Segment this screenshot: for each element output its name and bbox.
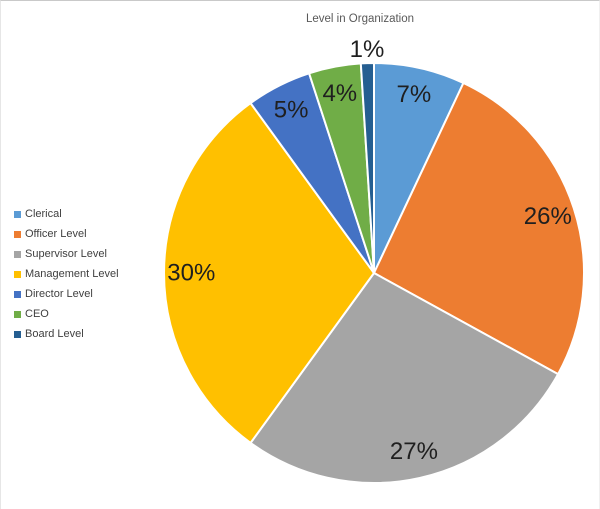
pie-data-label: 5%	[274, 97, 309, 124]
legend-swatch-ceo	[14, 310, 21, 318]
legend-item-label: Management Level	[25, 268, 119, 280]
legend-swatch-supervisor-level	[14, 250, 21, 258]
pie-slice-board-level[interactable]	[359, 61, 375, 274]
pie-data-label: 1%	[350, 36, 385, 63]
legend: Clerical Officer Level Supervisor Level Man…	[14, 204, 119, 344]
legend-swatch-management-level	[14, 270, 21, 278]
pie-slice-supervisor-level[interactable]	[249, 272, 560, 484]
legend-item-label: Director Level	[25, 288, 93, 300]
legend-item-director-level[interactable]: Director Level	[14, 284, 119, 304]
legend-swatch-clerical	[14, 210, 21, 218]
legend-swatch-officer-level	[14, 230, 21, 238]
legend-item-supervisor-level[interactable]: Supervisor Level	[14, 244, 119, 264]
chart-title: Level in Organization	[305, 13, 415, 25]
pie-data-label: 4%	[322, 80, 357, 107]
legend-swatch-board-level	[14, 330, 21, 338]
legend-item-label: Officer Level	[25, 228, 87, 240]
pie-data-label: 27%	[390, 438, 438, 465]
legend-item-label: CEO	[25, 308, 49, 320]
legend-item-ceo[interactable]: CEO	[14, 304, 119, 324]
pie-slice-management-level[interactable]	[163, 102, 375, 444]
legend-item-label: Board Level	[25, 328, 84, 340]
pie-data-label: 7%	[397, 81, 432, 108]
legend-item-label: Supervisor Level	[25, 248, 107, 260]
legend-item-management-level[interactable]: Management Level	[14, 264, 119, 284]
pie-data-label: 26%	[524, 203, 572, 230]
legend-item-officer-level[interactable]: Officer Level	[14, 224, 119, 244]
legend-item-board-level[interactable]: Board Level	[14, 324, 119, 344]
legend-item-clerical[interactable]: Clerical	[14, 204, 119, 224]
legend-item-label: Clerical	[25, 208, 62, 220]
legend-swatch-director-level	[14, 290, 21, 298]
pie-data-label: 30%	[167, 260, 215, 287]
